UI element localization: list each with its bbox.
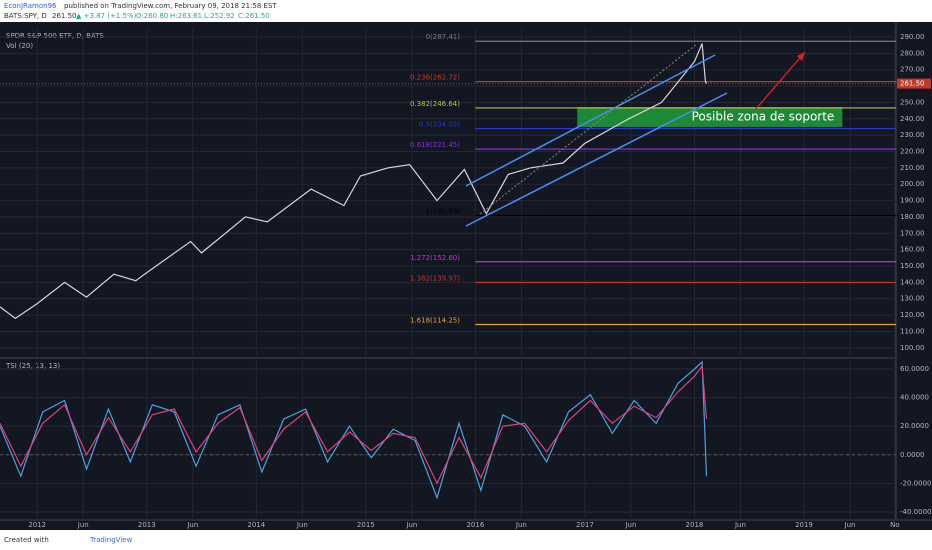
chart-title: SPDR S&P 500 ETF, D, BATS xyxy=(6,32,104,40)
symbol: BATS:SPY, D xyxy=(4,12,47,20)
x-tick-label: No xyxy=(890,521,900,529)
y-tick-label: 180.00 xyxy=(900,213,925,221)
x-tick-label: 2015 xyxy=(357,521,375,529)
y-tick-label: 280.00 xyxy=(900,49,925,57)
y-tick-label: 40.0000 xyxy=(900,394,929,402)
trend-line xyxy=(479,43,698,215)
x-tick-label: Jun xyxy=(844,521,856,529)
arrow xyxy=(754,51,806,111)
y-tick-label: 190.00 xyxy=(900,197,925,205)
fib-label: 0.382(246.64) xyxy=(410,100,460,108)
y-tick-label: -20.0000 xyxy=(900,479,931,487)
x-tick-label: Jun xyxy=(515,521,527,529)
created-with: Created with xyxy=(4,536,49,544)
fib-label: 0.236(262.72) xyxy=(410,74,460,82)
x-tick-label: Jun xyxy=(77,521,89,529)
y-tick-label: 290.00 xyxy=(900,33,925,41)
y-tick-label: 120.00 xyxy=(900,311,925,319)
y-tick-label: -40.0000 xyxy=(900,508,931,516)
change: ▲ +3.87 (+1.5%) xyxy=(76,12,137,20)
y-tick-label: 270.00 xyxy=(900,66,925,74)
x-tick-label: Jun xyxy=(734,521,746,529)
x-tick-label: 2019 xyxy=(795,521,813,529)
y-tick-label: 220.00 xyxy=(900,148,925,156)
x-tick-label: 2012 xyxy=(28,521,46,529)
last-price: 261.50 xyxy=(52,12,77,20)
y-tick-label: 20.0000 xyxy=(900,422,929,430)
chart-subtitle: Vol (20) xyxy=(6,42,33,50)
series-line xyxy=(0,43,708,320)
x-tick-label: 2018 xyxy=(686,521,704,529)
x-tick-label: 2013 xyxy=(138,521,156,529)
fib-label: 1.272(152.60) xyxy=(410,254,460,262)
y-tick-label: 150.00 xyxy=(900,262,925,270)
x-tick-label: 2016 xyxy=(466,521,484,529)
y-tick-label: 240.00 xyxy=(900,115,925,123)
fib-label: 1.382(139.97) xyxy=(410,274,460,282)
y-tick-label: 200.00 xyxy=(900,180,925,188)
y-tick-label: 210.00 xyxy=(900,164,925,172)
y-tick-label: 130.00 xyxy=(900,295,925,303)
drawings xyxy=(465,43,806,227)
y-tick-label: 250.00 xyxy=(900,98,925,106)
brand[interactable]: TradingView xyxy=(89,536,133,544)
y-tick-label: 170.00 xyxy=(900,229,925,237)
fib-label: 0.618(221.45) xyxy=(410,141,460,149)
series-line xyxy=(0,364,708,485)
x-tick-label: Jun xyxy=(405,521,417,529)
open: O:260.80 xyxy=(136,12,168,20)
y-tick-label: 60.0000 xyxy=(900,365,929,373)
last-price-label: 261.50 xyxy=(900,80,925,88)
x-tick-label: Jun xyxy=(296,521,308,529)
last-price-tag xyxy=(897,78,931,89)
y-tick-label: 0.0000 xyxy=(900,451,925,459)
chart-title: TSI (25, 13, 13) xyxy=(5,362,60,370)
zone-label: Posible zona de soporte xyxy=(692,109,835,123)
author[interactable]: EconJRamon96 xyxy=(4,2,57,10)
y-tick-label: 160.00 xyxy=(900,246,925,254)
channel-line xyxy=(465,54,716,187)
fib-label: 0.5(234.02) xyxy=(419,121,460,129)
x-tick-label: Jun xyxy=(186,521,198,529)
high: H:263.61 xyxy=(170,12,202,20)
y-tick-label: 110.00 xyxy=(900,327,925,335)
x-tick-label: 2014 xyxy=(247,521,265,529)
channel-line xyxy=(465,92,728,227)
fib-label: 1.618(114.25) xyxy=(410,317,460,325)
y-tick-label: 230.00 xyxy=(900,131,925,139)
y-tick-label: 140.00 xyxy=(900,278,925,286)
footer-bar xyxy=(0,530,932,550)
low: L:252.92 xyxy=(204,12,235,20)
arrow-head xyxy=(797,52,805,61)
x-tick-label: Jun xyxy=(624,521,636,529)
published: published on TradingView.com, February 0… xyxy=(64,2,277,10)
header-bar xyxy=(0,0,932,22)
fib-label: 0(287.41) xyxy=(426,33,461,41)
series-line xyxy=(0,360,708,500)
close: C:261.50 xyxy=(238,12,270,20)
fib-label: 1(180.88) xyxy=(426,208,461,216)
x-tick-label: 2017 xyxy=(576,521,594,529)
y-tick-label: 100.00 xyxy=(900,344,925,352)
